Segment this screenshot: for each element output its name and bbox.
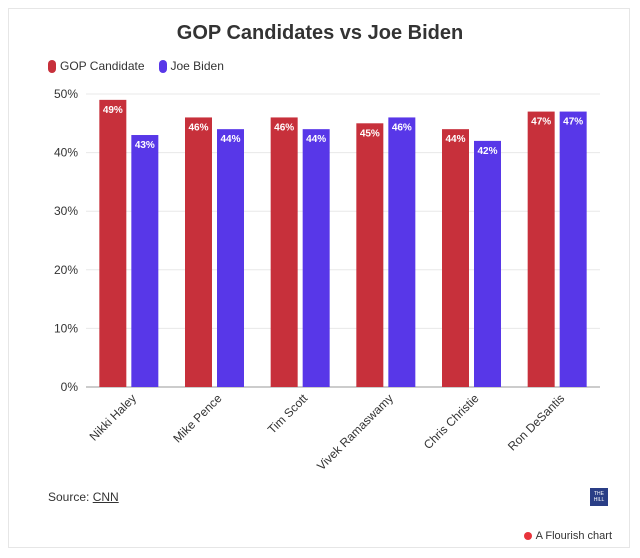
source-link[interactable]: CNN [92,490,119,504]
y-tick-label: 30% [54,204,78,218]
y-tick-label: 10% [54,321,78,335]
bar-data-label: 43% [135,140,155,151]
flourish-credit[interactable]: A Flourish chart [523,530,612,542]
bar-data-label: 45% [360,128,380,139]
bar-gop[interactable] [99,99,127,388]
x-tick-label: Vivek Ramaswamy [314,391,396,473]
bar-gop[interactable] [270,117,298,387]
chart-title: GOP Candidates vs Joe Biden [176,22,464,44]
x-tick-label: Ron DeSantis [505,391,567,453]
legend-swatch-gop [48,59,56,73]
bar-biden[interactable] [131,135,159,387]
legend-label-biden: Joe Biden [170,59,224,73]
bar-data-label: 46% [392,122,412,133]
legend-item-gop[interactable]: GOP Candidate [48,59,145,73]
bar-data-label: 44% [220,134,240,145]
bar-biden[interactable] [388,117,416,387]
source-prefix: Source: [48,490,93,504]
bar-biden[interactable] [302,129,330,387]
y-tick-label: 40% [54,146,78,160]
legend-swatch-biden [158,59,167,73]
bar-gop[interactable] [527,111,555,387]
bar-chart: 0% 10% 20% 30% 40% 50% 49% 43% Nikki Haley 46% 44%… [54,87,600,473]
legend: GOP Candidate Joe Biden [48,59,224,73]
y-tick-label: 0% [61,380,79,394]
bar-data-label: 46% [274,122,294,133]
bar-biden[interactable] [217,129,244,387]
x-tick-label: Mike Pence [170,391,224,445]
bar-biden[interactable] [559,111,587,387]
bar-gop[interactable] [442,129,469,387]
x-tick-label: Tim Scott [265,391,311,437]
bar-gop[interactable] [356,123,384,388]
legend-label-gop: GOP Candidate [60,59,145,73]
bar-data-label: 42% [477,146,497,157]
x-tick-label: Chris Christie [421,391,482,452]
bar-gop[interactable] [185,117,212,387]
y-tick-label: 50% [54,87,78,101]
bar-data-label: 44% [306,134,326,145]
legend-item-biden[interactable]: Joe Biden [158,59,224,73]
x-tick-label: Nikki Haley [87,391,139,443]
bar-data-label: 44% [445,134,465,145]
bar-data-label: 47% [531,117,551,128]
y-tick-label: 20% [54,263,78,277]
bar-data-label: 47% [563,117,583,128]
source-note: Source: CNN [48,490,119,504]
chart-frame [8,8,630,548]
bar-biden[interactable] [474,140,501,387]
flourish-label: A Flourish chart [535,530,612,542]
publisher-logo: THE HILL [590,488,608,506]
bar-data-label: 46% [188,122,208,133]
flourish-logo-icon [523,532,532,540]
bar-data-label: 49% [103,105,123,116]
